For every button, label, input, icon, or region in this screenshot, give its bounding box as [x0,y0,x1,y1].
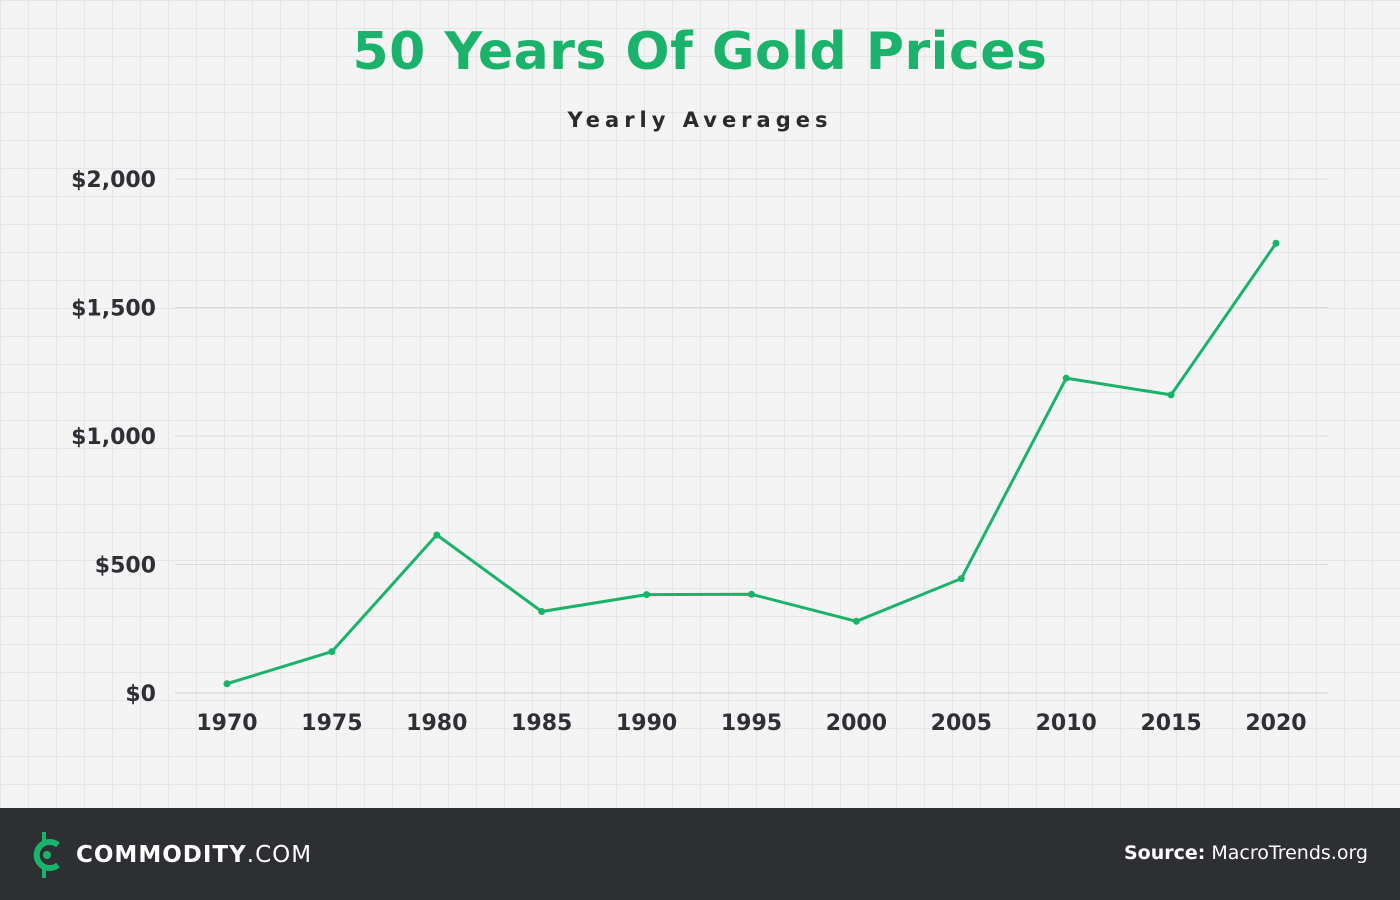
commodity-c-coin-icon [33,832,60,878]
series-layer [223,239,1280,688]
data-point [1272,239,1280,247]
y-tick-label: $1,000 [71,425,156,450]
data-point [957,575,965,583]
data-point [223,680,231,688]
y-tick-label: $500 [95,554,156,579]
y-tick-label: $0 [125,682,156,707]
x-tick-label: 1970 [196,711,257,736]
data-point [538,608,546,616]
chart-subtitle: Yearly Averages [567,108,833,132]
data-point [748,590,755,598]
y-axis-ticks: $0 $500 $1,000 $1,500 $2,000 [71,168,156,707]
y-tick-label: $1,500 [71,297,156,322]
x-tick-label: 2020 [1245,711,1306,736]
brand-name-suffix: .COM [246,842,313,868]
brand-name-main: COMMODITY [76,842,247,868]
gridlines [175,178,1328,694]
x-tick-label: 2010 [1036,711,1097,736]
data-point [433,531,441,539]
source-value: MacroTrends.org [1211,842,1368,864]
x-tick-label: 1985 [511,711,572,736]
data-point [1167,391,1175,399]
data-point [328,648,336,656]
footer-bar: COMMODITY.COM Source: MacroTrends.org [0,808,1400,900]
brand-logo[interactable]: COMMODITY.COM [30,832,312,878]
x-tick-label: 1990 [616,711,677,736]
x-tick-label: 2005 [931,711,992,736]
brand-name: COMMODITY.COM [76,842,312,868]
x-axis-ticks: 1970 1975 1980 1985 1990 1995 2000 2005 2010 2015… [196,711,1306,736]
chart-title: 50 Years Of Gold Prices [352,22,1048,82]
y-tick-label: $2,000 [71,168,156,193]
x-tick-label: 1975 [301,711,362,736]
line-chart: $0 $500 $1,000 $1,500 $2,000 1970 1975 1980 198… [71,168,1328,736]
x-tick-label: 2015 [1140,711,1201,736]
data-point [643,591,651,599]
series-line [226,242,1278,686]
data-point [852,617,860,625]
x-tick-label: 2000 [826,711,887,736]
x-tick-label: 1980 [406,711,467,736]
source-credit: Source: MacroTrends.org [1124,842,1368,864]
data-point [1062,374,1070,382]
source-label: Source: [1123,842,1206,864]
x-tick-label: 1995 [721,711,782,736]
